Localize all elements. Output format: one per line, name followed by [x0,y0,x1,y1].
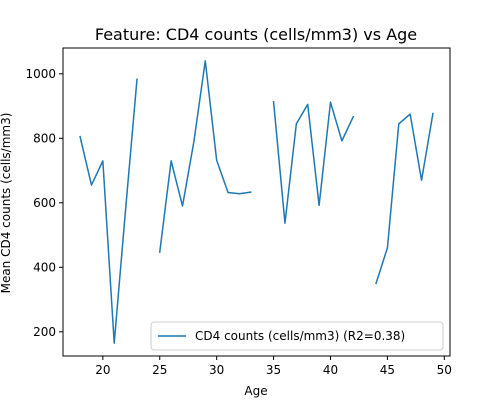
legend-box [150,321,444,351]
series-line-segment [79,78,138,344]
plot-frame [62,47,451,357]
x-tick-label: 30 [209,363,224,377]
x-tick-label: 40 [323,363,338,377]
legend-label: CD4 counts (cells/mm3) (R2=0.38) [195,329,405,343]
y-axis-ticks: 200 400 600 800 1000 [25,67,63,339]
x-axis-label: Age [244,384,267,398]
x-tick-label: 50 [437,363,452,377]
series-line-segment [272,101,355,224]
y-tick-label: 600 [33,196,56,210]
chart-title: Feature: CD4 counts (cells/mm3) vs Age [95,25,417,44]
y-tick-label: 200 [33,325,56,339]
y-tick-label: 1000 [25,67,56,81]
x-tick-label: 25 [152,363,167,377]
legend: CD4 counts (cells/mm3) (R2=0.38) [150,321,444,351]
x-tick-label: 45 [380,363,395,377]
y-axis-label: Mean CD4 counts (cells/mm3) [0,113,13,294]
series-line-segment [375,112,434,285]
x-axis-ticks: 20 25 30 35 40 45 50 [95,356,452,377]
x-tick-label: 20 [95,363,110,377]
x-tick-label: 35 [266,363,281,377]
y-tick-label: 400 [33,260,56,274]
plot-area [79,60,434,344]
y-tick-label: 800 [33,131,56,145]
series-line-segment [158,60,252,253]
